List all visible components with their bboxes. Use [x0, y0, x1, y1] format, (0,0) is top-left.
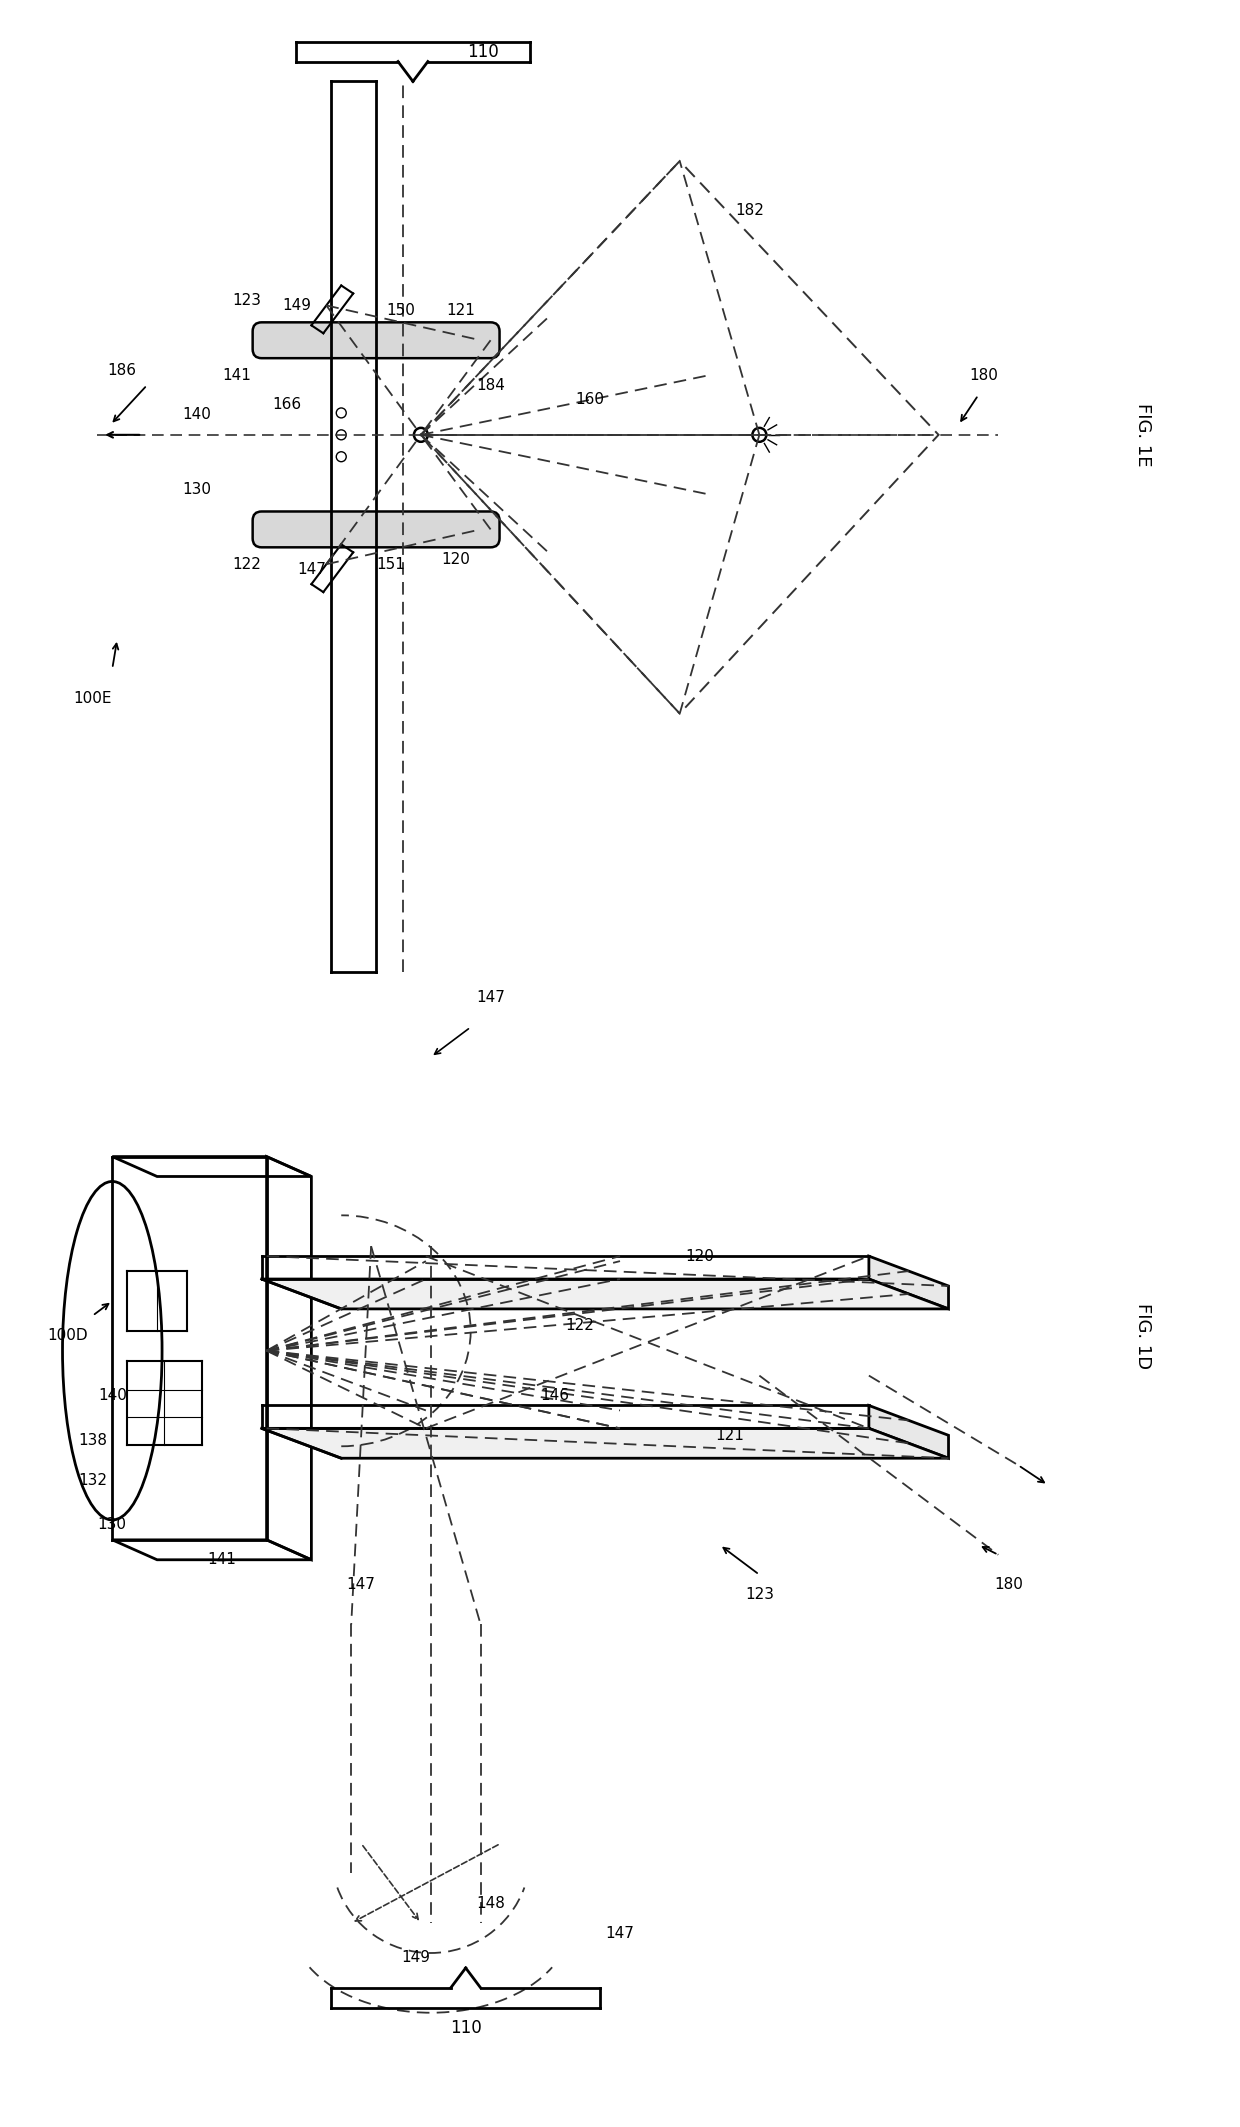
Text: 147: 147: [605, 1925, 635, 1940]
Text: 122: 122: [565, 1319, 595, 1334]
FancyBboxPatch shape: [253, 323, 500, 357]
Text: 120: 120: [441, 551, 470, 566]
Text: 100D: 100D: [47, 1327, 88, 1344]
Polygon shape: [869, 1406, 949, 1459]
Text: 122: 122: [232, 557, 262, 572]
Polygon shape: [262, 1429, 949, 1459]
Text: 182: 182: [735, 204, 764, 219]
Text: 180: 180: [993, 1576, 1023, 1593]
Text: 184: 184: [476, 379, 505, 393]
Text: 141: 141: [207, 1553, 237, 1568]
Text: 149: 149: [281, 298, 311, 313]
Text: 123: 123: [232, 294, 262, 308]
Text: 120: 120: [686, 1249, 714, 1263]
Text: 110: 110: [450, 2019, 481, 2038]
Text: 110: 110: [466, 43, 498, 60]
Text: 186: 186: [108, 362, 136, 379]
Text: 160: 160: [575, 393, 605, 408]
Text: 150: 150: [387, 302, 415, 317]
Text: 147: 147: [296, 562, 326, 576]
Text: 147: 147: [476, 989, 505, 1004]
Text: 121: 121: [715, 1427, 744, 1442]
Text: 147: 147: [347, 1576, 376, 1593]
Text: 149: 149: [402, 1950, 430, 1965]
Text: 180: 180: [968, 368, 998, 383]
Text: 123: 123: [745, 1587, 774, 1602]
Text: FIG. 1E: FIG. 1E: [1133, 404, 1152, 466]
Text: 140: 140: [98, 1389, 126, 1404]
Text: 138: 138: [78, 1434, 107, 1448]
Text: 130: 130: [98, 1517, 126, 1531]
Polygon shape: [262, 1278, 949, 1308]
Text: FIG. 1D: FIG. 1D: [1133, 1302, 1152, 1370]
Text: 130: 130: [182, 483, 211, 498]
Text: 121: 121: [446, 302, 475, 317]
Text: 132: 132: [78, 1472, 107, 1487]
Text: 141: 141: [222, 368, 252, 383]
Polygon shape: [869, 1257, 949, 1308]
FancyBboxPatch shape: [253, 510, 500, 547]
Text: 151: 151: [377, 557, 405, 572]
Text: 166: 166: [272, 398, 301, 413]
Text: 148: 148: [476, 1895, 505, 1910]
Text: 100E: 100E: [73, 691, 112, 706]
Text: 146: 146: [541, 1389, 570, 1404]
Text: 140: 140: [182, 408, 211, 423]
